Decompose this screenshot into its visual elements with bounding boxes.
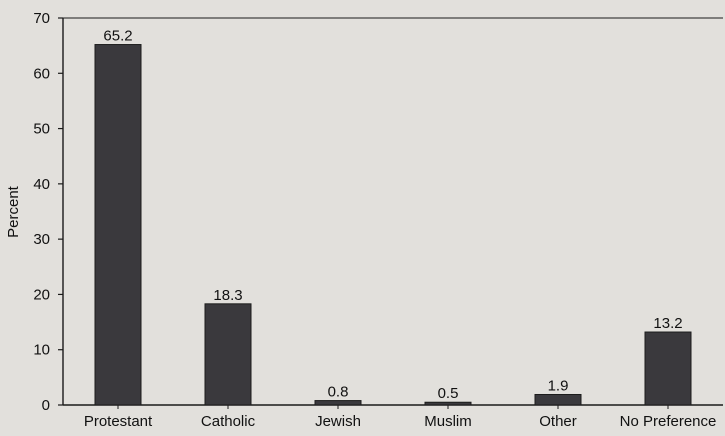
data-label: 65.2 <box>103 28 132 45</box>
data-label: 18.3 <box>213 287 242 304</box>
bar <box>94 44 142 406</box>
bar <box>424 401 472 406</box>
y-tick-label: 0 <box>42 397 50 414</box>
x-tick-label: Protestant <box>84 413 153 430</box>
x-tick-label: No Preference <box>620 413 717 430</box>
x-tick-label: Muslim <box>424 413 472 430</box>
y-tick-label: 20 <box>33 286 50 303</box>
bar <box>204 303 252 406</box>
bar <box>644 331 692 406</box>
x-tick-label: Other <box>539 413 577 430</box>
x-tick-label: Catholic <box>201 413 256 430</box>
data-label: 13.2 <box>653 315 682 332</box>
x-tick-label: Jewish <box>315 413 361 430</box>
data-label: 0.8 <box>328 384 349 401</box>
data-label: 1.9 <box>548 377 569 394</box>
y-tick-label: 50 <box>33 121 50 138</box>
data-label: 0.5 <box>438 385 459 402</box>
y-axis-label: Percent <box>5 185 22 238</box>
y-tick-label: 10 <box>33 342 50 359</box>
bar <box>314 400 362 406</box>
y-tick-label: 70 <box>33 10 50 27</box>
bar <box>534 393 582 406</box>
y-tick-label: 30 <box>33 231 50 248</box>
y-tick-label: 40 <box>33 176 50 193</box>
y-tick-label: 60 <box>33 65 50 82</box>
